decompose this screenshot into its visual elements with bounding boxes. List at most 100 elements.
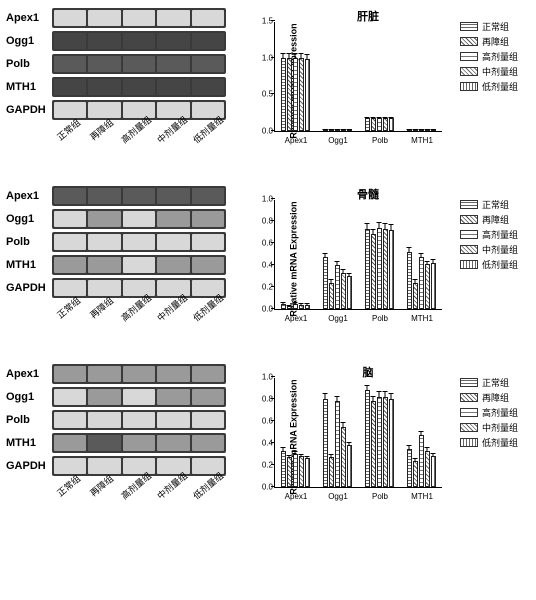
bar [431, 456, 436, 487]
chart-block: 肝脏正常组再障组高剂量组中剂量组低剂量组Relative mRNA Expres… [238, 8, 518, 168]
bar [413, 129, 418, 131]
y-tick: 0.6 [253, 417, 273, 426]
y-tick: 0.8 [253, 217, 273, 226]
gel-band [54, 56, 86, 72]
legend-item: 低剂量组 [460, 80, 518, 93]
legend-swatch [460, 37, 478, 46]
gel-row: MTH1 [6, 77, 226, 97]
bar [365, 390, 370, 487]
legend-item: 正常组 [460, 20, 518, 33]
gel-band [123, 366, 155, 382]
gel-row: Apex1 [6, 8, 226, 28]
bar [299, 305, 304, 309]
legend-item: 再障组 [460, 213, 518, 226]
bar [329, 283, 334, 309]
gel-band [157, 257, 189, 273]
legend-item: 再障组 [460, 391, 518, 404]
gel-xlabels: 正常组再障组高剂量组中剂量组低剂量组 [52, 123, 226, 136]
gel-band [157, 412, 189, 428]
gel-band [157, 56, 189, 72]
bar [365, 118, 370, 131]
gel-label: MTH1 [6, 81, 52, 93]
legend-label: 正常组 [482, 198, 509, 211]
bar [371, 401, 376, 487]
legend-swatch [460, 393, 478, 402]
legend-item: 正常组 [460, 198, 518, 211]
bar [305, 305, 310, 309]
gel-band [192, 10, 224, 26]
bar [335, 265, 340, 309]
legend-item: 高剂量组 [460, 50, 518, 63]
legend-swatch [460, 215, 478, 224]
gel-band [123, 79, 155, 95]
plot-area: 0.00.20.40.60.81.0Apex1Ogg1PolbMTH1 [274, 200, 442, 310]
gel-band [157, 435, 189, 451]
bar [305, 458, 310, 487]
bar-group [407, 129, 436, 131]
legend-label: 中剂量组 [482, 243, 518, 256]
legend-item: 中剂量组 [460, 421, 518, 434]
gel-band [88, 10, 120, 26]
gel-band [88, 56, 120, 72]
legend-swatch [460, 260, 478, 269]
legend-label: 低剂量组 [482, 258, 518, 271]
y-tick: 0.0 [253, 483, 273, 492]
bar-group [281, 58, 310, 131]
bar [335, 401, 340, 487]
gel-xlabels: 正常组再障组高剂量组中剂量组低剂量组 [52, 479, 226, 492]
gel-row: Apex1 [6, 364, 226, 384]
gel-label: Polb [6, 58, 52, 70]
gel-block: Apex1Ogg1PolbMTH1GAPDH正常组再障组高剂量组中剂量组低剂量组 [6, 364, 226, 492]
legend-label: 高剂量组 [482, 50, 518, 63]
gel-row: GAPDH [6, 456, 226, 476]
gel-band [88, 188, 120, 204]
bar [347, 129, 352, 131]
y-tick: 0.2 [253, 461, 273, 470]
legend-swatch [460, 423, 478, 432]
gel-xlabels: 正常组再障组高剂量组中剂量组低剂量组 [52, 301, 226, 314]
y-tick: 0.2 [253, 283, 273, 292]
gel-band [192, 188, 224, 204]
bar [377, 228, 382, 309]
gel-row: Ogg1 [6, 209, 226, 229]
legend: 正常组再障组高剂量组中剂量组低剂量组 [460, 20, 518, 95]
gel-strip [52, 410, 226, 430]
legend-item: 正常组 [460, 376, 518, 389]
legend-item: 高剂量组 [460, 406, 518, 419]
gel-band [192, 33, 224, 49]
gel-row: Polb [6, 410, 226, 430]
gel-band [157, 211, 189, 227]
bar [341, 273, 346, 309]
gel-band [192, 412, 224, 428]
y-tick: 1.0 [253, 373, 273, 382]
gel-band [157, 389, 189, 405]
gel-label: Ogg1 [6, 213, 52, 225]
legend-item: 高剂量组 [460, 228, 518, 241]
bar [281, 58, 286, 131]
y-tick: 1.5 [253, 17, 273, 26]
bar [383, 397, 388, 487]
gel-row: Apex1 [6, 186, 226, 206]
gel-label: Apex1 [6, 368, 52, 380]
gel-band [123, 412, 155, 428]
gel-band [157, 366, 189, 382]
gel-band [123, 435, 155, 451]
y-tick: 1.0 [253, 195, 273, 204]
legend: 正常组再障组高剂量组中剂量组低剂量组 [460, 198, 518, 273]
panel-brain: Apex1Ogg1PolbMTH1GAPDH正常组再障组高剂量组中剂量组低剂量组… [6, 364, 530, 524]
bar [299, 58, 304, 131]
bar-group [365, 390, 394, 487]
x-tick: Apex1 [285, 136, 308, 145]
gel-strip [52, 77, 226, 97]
bar [419, 129, 424, 131]
gel-strip [52, 31, 226, 51]
bar-group [281, 304, 310, 310]
gel-band [192, 234, 224, 250]
x-tick: MTH1 [411, 314, 433, 323]
gel-band [88, 435, 120, 451]
gel-band [88, 33, 120, 49]
bar-group [365, 118, 394, 131]
legend-label: 高剂量组 [482, 228, 518, 241]
bar [287, 58, 292, 131]
gel-band [88, 234, 120, 250]
